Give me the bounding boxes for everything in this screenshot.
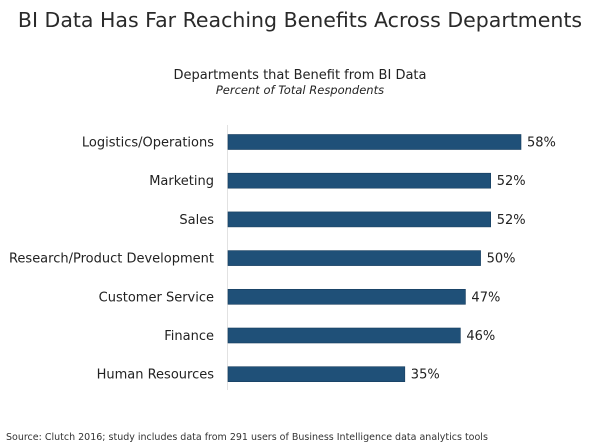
value-label: 58% — [527, 136, 556, 151]
bar — [227, 134, 522, 150]
category-label: Sales — [179, 213, 214, 228]
category-label: Research/Product Development — [9, 252, 214, 267]
value-label: 46% — [466, 329, 495, 344]
value-label: 52% — [497, 213, 526, 228]
bar — [227, 211, 491, 228]
bar — [227, 366, 406, 383]
category-label: Finance — [164, 329, 214, 344]
bar — [227, 250, 481, 266]
page-title: BI Data Has Far Reaching Benefits Across… — [18, 8, 582, 32]
source-note: Source: Clutch 2016; study includes data… — [6, 432, 488, 443]
bar — [227, 288, 466, 305]
value-label: 47% — [471, 290, 500, 305]
category-label: Customer Service — [99, 290, 214, 305]
value-label: 52% — [497, 174, 526, 189]
chart-subtitle: Percent of Total Respondents — [216, 83, 384, 97]
bar — [227, 172, 491, 189]
bar — [227, 327, 461, 344]
category-label: Marketing — [149, 174, 214, 189]
category-label: Logistics/Operations — [82, 136, 214, 151]
category-label: Human Resources — [97, 368, 215, 383]
value-label: 50% — [487, 252, 516, 267]
value-label: 35% — [411, 368, 440, 383]
chart-title: Departments that Benefit from BI Data — [174, 68, 427, 83]
